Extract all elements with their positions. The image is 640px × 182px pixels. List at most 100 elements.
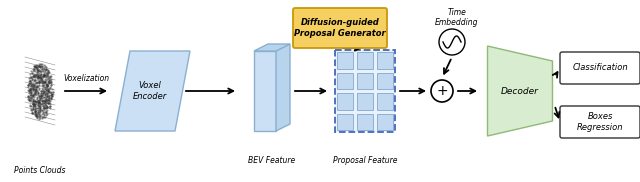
Point bbox=[36, 62, 47, 65]
Point bbox=[40, 80, 51, 83]
Point bbox=[28, 86, 38, 89]
FancyBboxPatch shape bbox=[377, 52, 393, 68]
Point bbox=[37, 75, 47, 78]
Point bbox=[37, 99, 47, 102]
Point bbox=[39, 89, 49, 92]
Point bbox=[38, 85, 48, 88]
Point bbox=[42, 94, 52, 97]
Point bbox=[33, 104, 44, 107]
Point bbox=[30, 76, 40, 79]
Point bbox=[32, 111, 42, 114]
Point bbox=[30, 105, 40, 108]
Point bbox=[33, 111, 44, 114]
Point bbox=[34, 87, 44, 90]
Point bbox=[25, 81, 35, 84]
Point bbox=[37, 93, 47, 96]
Point bbox=[42, 104, 52, 107]
Point bbox=[40, 109, 51, 112]
Point bbox=[28, 111, 38, 114]
Point bbox=[23, 86, 33, 88]
Point bbox=[28, 88, 38, 91]
Point bbox=[38, 90, 48, 93]
Point bbox=[36, 89, 47, 92]
Point bbox=[40, 93, 50, 96]
Point bbox=[27, 108, 37, 111]
Point bbox=[44, 89, 54, 92]
Point bbox=[41, 83, 51, 86]
Point bbox=[38, 106, 49, 109]
Point bbox=[38, 87, 49, 90]
Point bbox=[41, 104, 51, 107]
Point bbox=[35, 106, 45, 109]
Point bbox=[33, 74, 43, 77]
Point bbox=[44, 94, 54, 97]
Point bbox=[40, 69, 51, 72]
Point bbox=[37, 65, 47, 68]
Point bbox=[47, 88, 57, 91]
Point bbox=[30, 102, 40, 105]
Point bbox=[27, 72, 37, 75]
Point bbox=[44, 100, 54, 103]
Point bbox=[45, 86, 55, 88]
Point bbox=[39, 96, 49, 99]
Point bbox=[33, 85, 43, 88]
FancyBboxPatch shape bbox=[560, 106, 640, 138]
Point bbox=[26, 94, 36, 97]
Point bbox=[24, 98, 35, 100]
Point bbox=[28, 75, 38, 78]
Point bbox=[41, 89, 51, 92]
Point bbox=[26, 83, 36, 86]
Point bbox=[32, 77, 42, 80]
Point bbox=[44, 94, 54, 97]
Point bbox=[31, 72, 41, 75]
Point bbox=[33, 98, 44, 101]
Point bbox=[30, 89, 40, 92]
Point bbox=[28, 98, 38, 101]
Point bbox=[36, 94, 47, 97]
Point bbox=[28, 111, 38, 114]
Point bbox=[26, 107, 36, 110]
Point bbox=[33, 72, 44, 75]
Point bbox=[38, 111, 48, 114]
Point bbox=[44, 106, 54, 109]
Point bbox=[36, 95, 46, 98]
Point bbox=[41, 86, 51, 88]
Point bbox=[26, 96, 36, 99]
Point bbox=[38, 116, 48, 118]
Point bbox=[41, 78, 51, 81]
Point bbox=[29, 65, 40, 68]
Point bbox=[33, 91, 43, 94]
Point bbox=[42, 70, 52, 73]
Point bbox=[28, 88, 38, 90]
Point bbox=[30, 74, 40, 77]
Point bbox=[25, 84, 35, 87]
Point bbox=[37, 75, 47, 78]
Point bbox=[33, 101, 44, 104]
Point bbox=[43, 81, 53, 84]
Point bbox=[40, 71, 51, 74]
Point bbox=[33, 86, 43, 89]
Point bbox=[35, 111, 45, 114]
Point bbox=[39, 114, 49, 117]
Point bbox=[42, 87, 52, 90]
Point bbox=[40, 87, 50, 90]
Point bbox=[33, 100, 43, 103]
Point bbox=[43, 102, 53, 105]
Point bbox=[29, 103, 39, 106]
Point bbox=[29, 83, 40, 86]
Point bbox=[46, 80, 56, 83]
Point bbox=[28, 74, 38, 77]
Point bbox=[26, 92, 36, 95]
Text: $+$: $+$ bbox=[436, 84, 448, 98]
Point bbox=[24, 91, 34, 94]
Point bbox=[40, 74, 50, 77]
Point bbox=[26, 88, 36, 91]
Point bbox=[42, 84, 52, 87]
Point bbox=[36, 75, 46, 78]
Point bbox=[24, 82, 34, 85]
Point bbox=[42, 106, 52, 108]
FancyBboxPatch shape bbox=[337, 93, 353, 110]
Point bbox=[34, 81, 44, 84]
Point bbox=[28, 98, 38, 101]
Point bbox=[44, 78, 54, 80]
